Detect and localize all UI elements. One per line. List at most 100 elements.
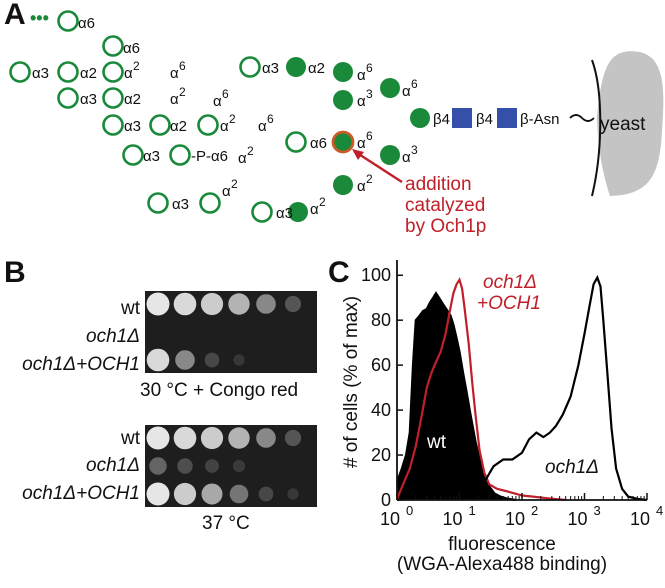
- asn-label: β-Asn: [520, 111, 559, 128]
- mannose-filled-19: [333, 90, 353, 110]
- colony-spot-0-0: [146, 426, 170, 450]
- linkage-label-z2: 6: [411, 77, 418, 91]
- x-tick-label-1: 10: [442, 509, 462, 529]
- linkage-label-x: α: [357, 67, 366, 84]
- x-tick-exponent-3: 3: [594, 503, 601, 518]
- x-tick-label-2: 10: [505, 509, 525, 529]
- linkage-label-y: α: [357, 93, 366, 110]
- glcnac-square-2: [497, 108, 517, 128]
- spot-plate-37c: [145, 425, 317, 507]
- colony-spot-2-0: [146, 348, 170, 372]
- strain-label-och1-och1-bottom: och1Δ+OCH1: [22, 483, 140, 504]
- linkage-label-n: α: [258, 118, 267, 135]
- colony-spot-2-0: [146, 482, 170, 506]
- strain-label-och1-och1-top: och1Δ+OCH1: [22, 354, 140, 375]
- mannose-open-10: [122, 144, 144, 166]
- linkage-label-n2: 6: [267, 112, 274, 126]
- linkage-label-w: α2: [308, 60, 325, 77]
- linkage-label-b: α6: [123, 40, 140, 57]
- linkage-label-q: α: [238, 150, 247, 167]
- linkage-label-ab2: 6: [366, 129, 373, 143]
- colony-spot-1-0: [149, 457, 167, 475]
- linkage-label-e: α: [124, 65, 133, 82]
- linkage-label-i2: 2: [179, 85, 186, 99]
- mannose-open-5: [57, 87, 79, 109]
- annotation-line-2: by Och1p: [405, 216, 486, 237]
- linkage-label-a: α6: [78, 15, 95, 32]
- colony-spot-2-2: [204, 352, 220, 368]
- linkage-label-j2: 6: [222, 87, 229, 101]
- linkage-label-o: α3: [143, 148, 160, 165]
- linkage-label-h: α2: [124, 91, 141, 108]
- colony-spot-2-1: [173, 482, 197, 506]
- x-axis-label-line-1: fluorescence: [448, 534, 556, 555]
- linkage-label-g: α3: [80, 91, 97, 108]
- panel-c-letter: C: [328, 256, 350, 289]
- colony-spot-2-3: [229, 484, 249, 504]
- yeast-label: yeast: [600, 114, 646, 135]
- colony-spot-0-2: [200, 426, 224, 450]
- colony-spot-0-3: [228, 293, 250, 315]
- mannose-open-2: [9, 61, 31, 83]
- linkage-label-i: α: [170, 91, 179, 108]
- x-tick-label-0: 10: [380, 509, 400, 529]
- colony-spot-0-2: [200, 292, 224, 316]
- series-fill-0: [397, 293, 516, 500]
- panel-a-letter: A: [4, 0, 26, 31]
- linkage-label-p: -P-α6: [191, 148, 228, 165]
- mannose-open-9: [197, 114, 219, 136]
- colony-spot-0-0: [146, 292, 170, 316]
- linkage-label-m: α: [220, 118, 229, 135]
- colony-spot-2-2: [201, 483, 223, 505]
- colony-spot-2-3: [233, 354, 245, 366]
- linkage-label-m2: 2: [229, 112, 236, 126]
- linkage-label-z: α: [402, 83, 411, 100]
- mannose-filled-21: [288, 202, 308, 222]
- linkage-label-q2: 2: [247, 144, 254, 158]
- y-tick-label-3: 60: [371, 355, 391, 375]
- mannose-filled-23: [380, 145, 400, 165]
- y-tick-label-2: 40: [371, 400, 391, 420]
- linkage-label-l: α2: [170, 118, 187, 135]
- linkage-label-j: α: [213, 93, 222, 110]
- linkage-label-f: α: [170, 65, 179, 82]
- mannose-open-13: [199, 192, 221, 214]
- spot-plate-congo-red: [145, 291, 317, 373]
- legend-wt: wt: [426, 432, 447, 453]
- legend-och1-rescue-1: och1Δ: [483, 272, 537, 293]
- y-tick-label-0: 0: [381, 490, 391, 510]
- yeast-wall: [591, 59, 602, 197]
- colony-spot-2-4: [258, 486, 274, 502]
- annotation-arrow: [353, 149, 403, 184]
- mannose-open-12: [147, 192, 169, 214]
- colony-spot-0-1: [173, 426, 197, 450]
- x-tick-exponent-1: 1: [469, 503, 476, 518]
- linkage-label-u: α: [310, 201, 319, 218]
- linkage-label-ac2: 3: [411, 143, 418, 157]
- asn-linker: [569, 114, 595, 122]
- linkage-label-ac: α: [402, 149, 411, 166]
- strain-label-och1-bottom: och1Δ: [86, 455, 140, 476]
- linkage-label-c: α3: [32, 65, 49, 82]
- linkage-label-d: α2: [80, 65, 97, 82]
- y-tick-label-4: 80: [371, 310, 391, 330]
- linkage-label-ad: α: [357, 178, 366, 195]
- linkage-label-t: α3: [276, 205, 293, 222]
- colony-spot-0-1: [173, 292, 197, 316]
- linkage-label-s: α: [222, 183, 231, 200]
- linkage-label-ad2: 2: [366, 172, 373, 186]
- mannose-open-0: [57, 10, 79, 32]
- colony-spot-2-1: [175, 350, 195, 370]
- x-tick-exponent-2: 2: [531, 503, 538, 518]
- x-axis-label-line-2: (WGA-Alexa488 binding): [397, 554, 607, 575]
- x-tick-exponent-0: 0: [406, 503, 413, 518]
- x-tick-exponent-4: 4: [656, 503, 663, 518]
- colony-spot-0-4: [256, 294, 276, 314]
- mannose-open-11: [169, 144, 191, 166]
- panel-b-letter: B: [4, 256, 26, 289]
- mannose-open-3: [57, 61, 79, 83]
- linkage-label-e2: 2: [133, 59, 140, 73]
- colony-spot-0-5: [284, 429, 302, 447]
- yeast-cell: [597, 51, 664, 196]
